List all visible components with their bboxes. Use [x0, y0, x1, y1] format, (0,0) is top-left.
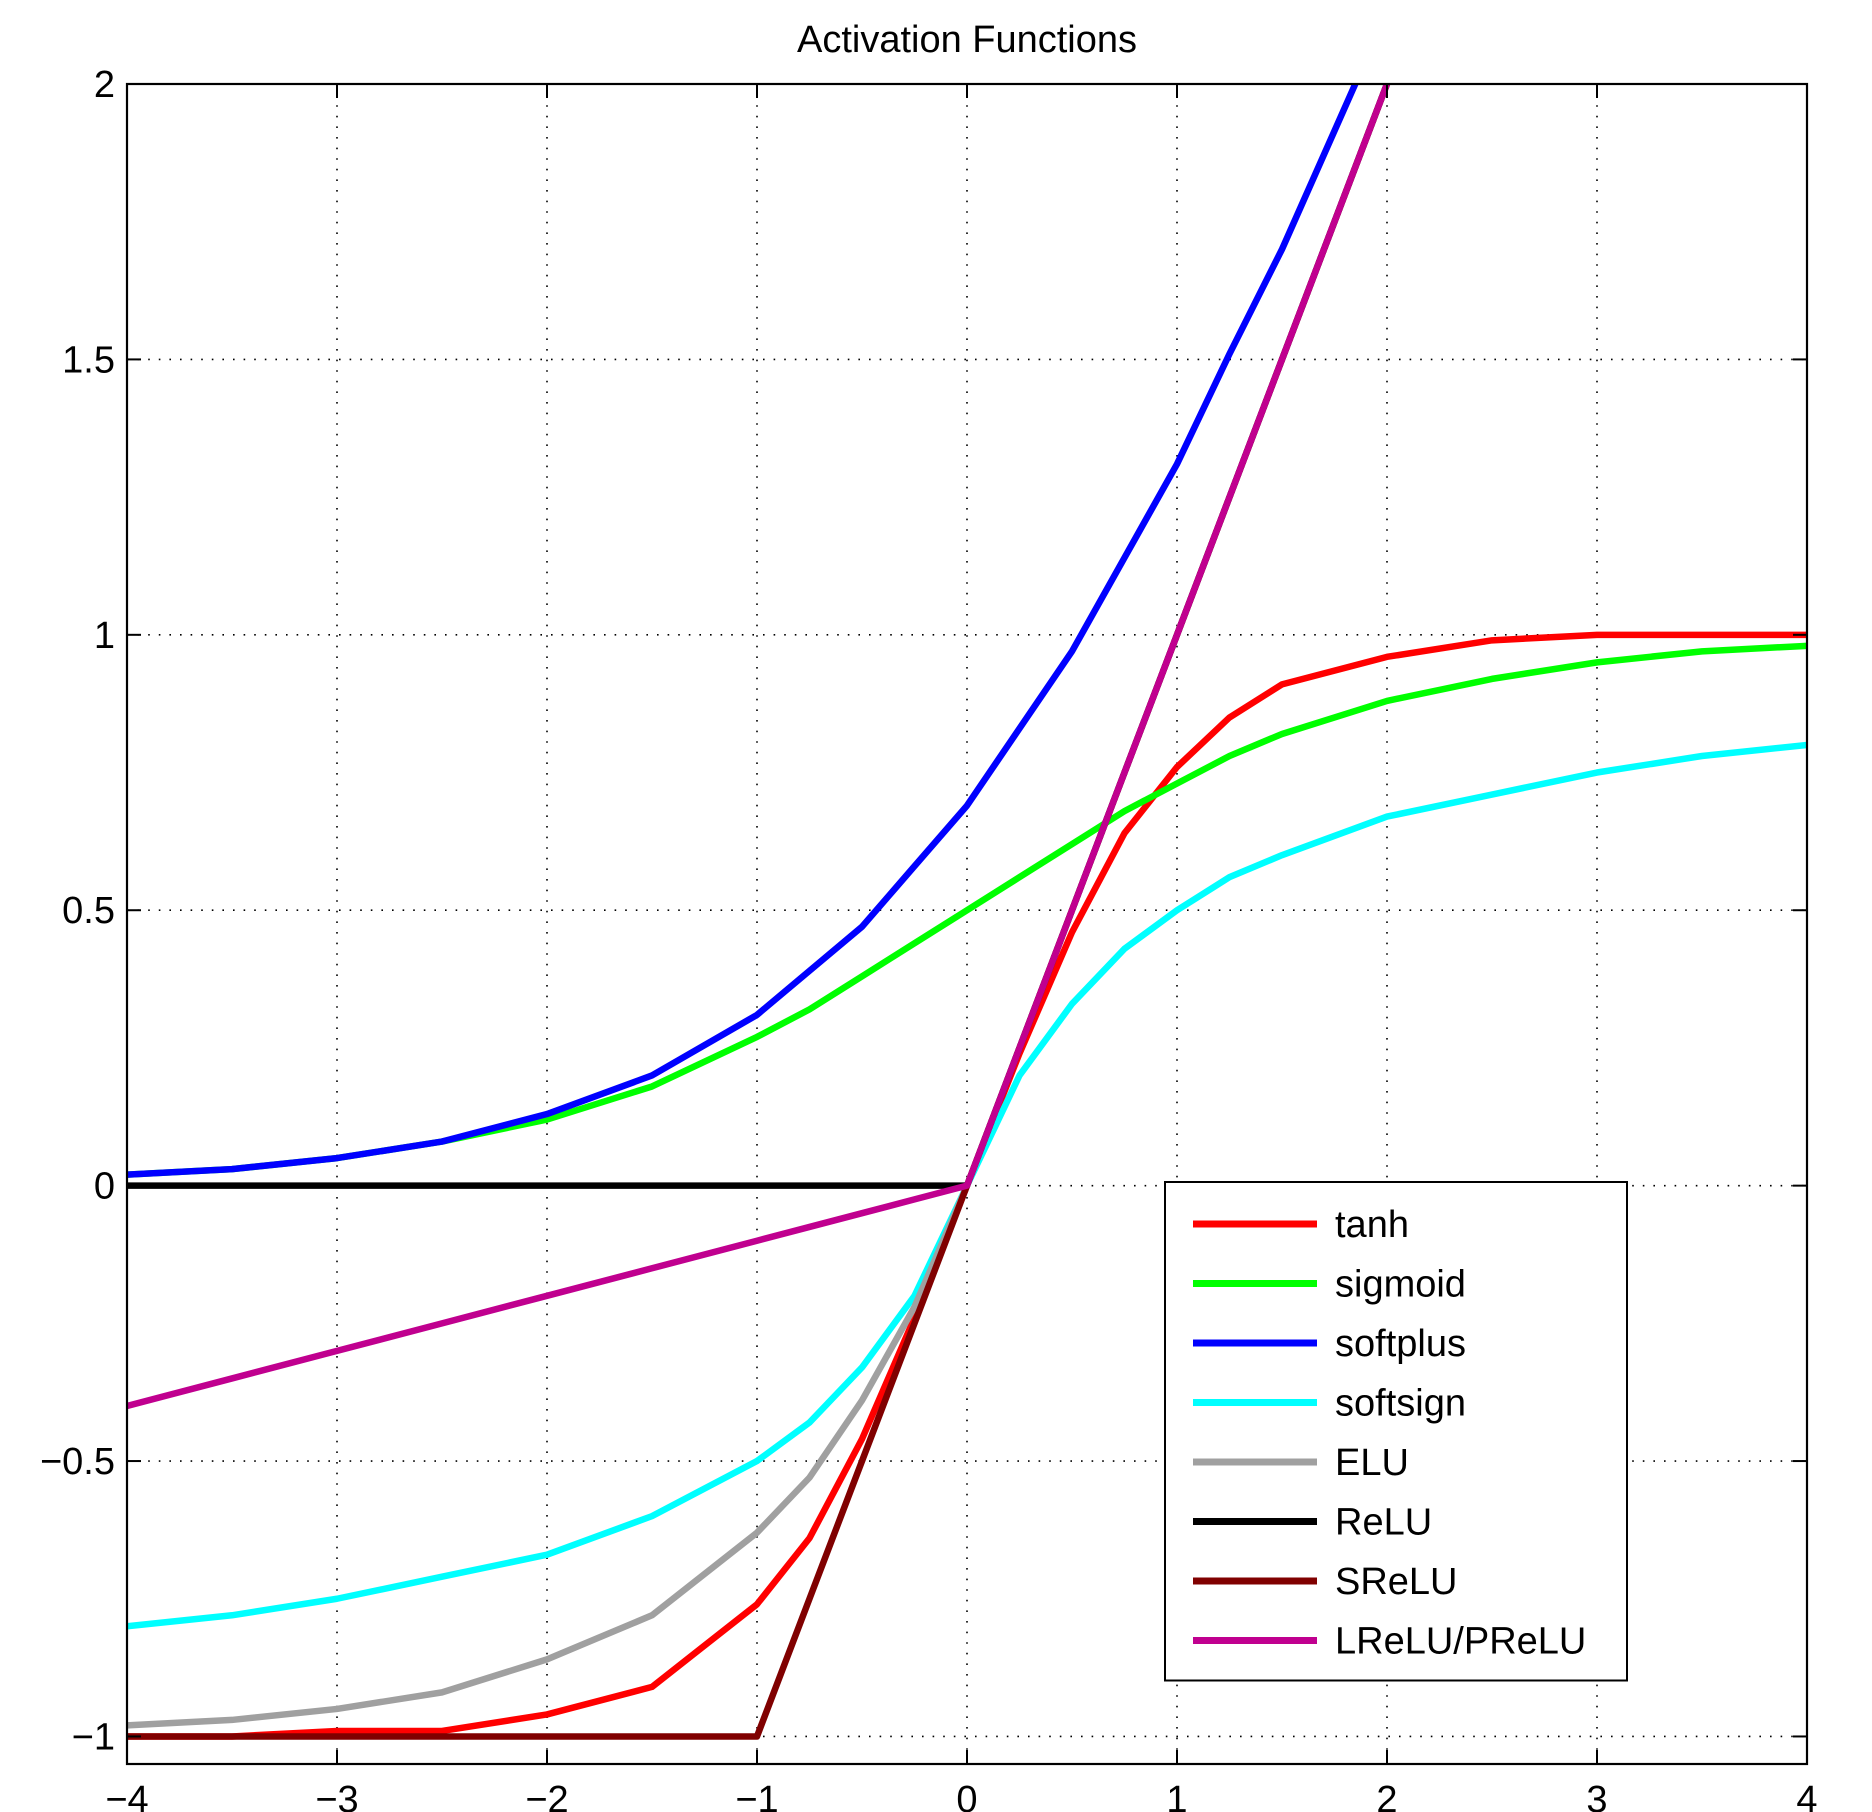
x-tick-label: 1: [1166, 1779, 1187, 1812]
x-tick-label: 0: [956, 1779, 977, 1812]
x-axis-tick-labels: −4 −3 −2 −1 0 1 2 3 4: [105, 1779, 1817, 1812]
x-tick-label: 4: [1796, 1779, 1817, 1812]
y-axis-tick-labels: −1 −0.5 0 0.5 1 1.5 2: [40, 64, 115, 1758]
y-tick-label: −0.5: [40, 1441, 115, 1483]
series-line-softplus: [127, 84, 1359, 1178]
x-tick-label: 2: [1376, 1779, 1397, 1812]
x-tick-label: −4: [105, 1779, 148, 1812]
legend-box: [1164, 1181, 1628, 1682]
x-tick-label: −3: [315, 1779, 358, 1812]
legend-label-relu: ReLU: [1335, 1502, 1432, 1544]
y-tick-label: 2: [94, 64, 115, 106]
legend-label-softsign: softsign: [1335, 1383, 1466, 1425]
legend-label-sigmoid: sigmoid: [1335, 1264, 1466, 1306]
legend: tanh sigmoid softplus softsign ELU ReLU SReLU L…: [1164, 1181, 1628, 1682]
x-tick-label: 3: [1586, 1779, 1607, 1812]
y-tick-label: −1: [72, 1716, 115, 1758]
legend-label-srelu: SReLU: [1335, 1561, 1458, 1603]
legend-label-tanh: tanh: [1335, 1204, 1409, 1246]
legend-label-elu: ELU: [1335, 1442, 1409, 1484]
x-tick-label: −1: [735, 1779, 778, 1812]
series-lines: [127, 84, 1807, 1740]
y-tick-label: 1: [94, 615, 115, 657]
legend-label-lrelu-prelu: LReLU/PReLU: [1335, 1621, 1586, 1663]
x-tick-label: −2: [525, 1779, 568, 1812]
y-tick-label: 1.5: [62, 339, 115, 381]
series-line-softsign: [127, 741, 1807, 1630]
y-tick-label: 0: [94, 1166, 115, 1208]
legend-label-softplus: softplus: [1335, 1323, 1466, 1365]
chart-title: Activation Functions: [797, 19, 1137, 61]
series-line-lrelu-prelu: [127, 84, 1391, 1410]
y-tick-label: 0.5: [62, 890, 115, 932]
axis-ticks: [126, 83, 1808, 1764]
